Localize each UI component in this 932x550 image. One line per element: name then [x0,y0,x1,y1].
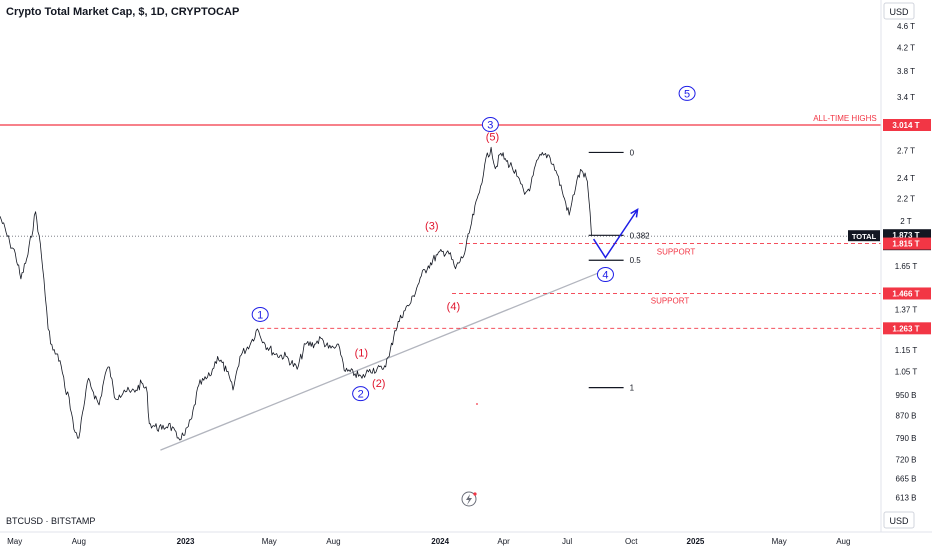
wave-label-red: (3) [425,221,438,233]
y-tick-label: 1.37 T [895,305,918,314]
x-tick-label: Aug [326,537,340,546]
lightning-bolt [466,494,472,505]
y-tick-label: 2 T [900,217,912,226]
fib-level-label: 0.382 [630,231,651,240]
fib-level-label: 0 [630,148,635,157]
y-tick-label: 613 B [896,493,917,502]
comparison-symbol-label: BTCUSD · BITSTAMP [6,516,95,526]
projection-path [592,209,639,259]
plot-area[interactable]: ALL-TIME HIGHS SUPPORT SUPPORT 0 0.382 0.51 … [0,85,881,507]
currency-button-top[interactable] [883,2,915,20]
x-tick-label: Jul [562,537,572,546]
x-tick-label: 2023 [177,537,195,546]
y-tick-label: 1.05 T [895,367,918,376]
x-tick-label: Aug [72,537,86,546]
stray-mark [476,403,478,405]
x-tick-label: 2024 [431,537,449,546]
wave-label-blue: 5 [684,88,690,100]
level-lines-layer: ALL-TIME HIGHS SUPPORT SUPPORT [0,114,881,329]
level-price-badge [883,287,931,300]
bottom-bar: BTCUSD · BITSTAMP USD [0,511,932,533]
symbol-tag [848,230,880,242]
x-tick-label: Oct [625,537,638,546]
wave-label-circle [596,266,614,282]
x-tick-label: May [772,537,787,546]
fib-level-label: 1 [630,384,635,393]
wave-label-red: (5) [486,131,499,143]
y-tick-label: 2.2 T [897,195,915,204]
wave-label-circle [352,386,370,402]
currency-button-bottom-label: USD [889,516,909,526]
wave-label-blue: 4 [602,269,608,281]
wave-label-circle [251,306,269,322]
misc-layer [461,403,478,507]
currency-button-top-label: USD [889,7,909,17]
x-tick-label: Apr [497,537,510,546]
x-tick-label: 2025 [687,537,705,546]
notification-dot [473,492,477,496]
y-tick-label: 4.2 T [897,43,915,52]
x-tick-label: May [7,537,22,546]
y-tick-label: 790 B [896,434,917,443]
level-annotation-text: SUPPORT [651,296,690,305]
y-tick-label: 950 B [896,391,917,400]
level-price-badge [883,322,931,335]
wave-label-circle [481,117,499,133]
y-tick-label: 2.7 T [897,147,915,156]
level-price-badge-label: 3.014 T [892,121,919,130]
chart-title: Crypto Total Market Cap, $, 1D, CRYPTOCA… [6,6,239,18]
wave-label-blue: 1 [257,309,263,321]
support-trendline [160,268,610,451]
y-tick-label: 3.8 T [897,67,915,76]
level-price-badge-label: 1.263 T [892,324,919,333]
wave-label-circle [678,85,696,101]
level-price-badge-label: 1.466 T [892,289,919,298]
trendline-layer [160,268,610,451]
y-tick-label: 3.4 T [897,93,915,102]
x-tick-label: May [262,537,277,546]
wave-label-blue: 2 [358,389,364,401]
projection-arrowhead [630,208,639,218]
x-tick-label: Aug [836,537,850,546]
y-tick-label: 720 B [896,456,917,465]
level-annotation-text: SUPPORT [657,248,696,257]
currency-button-bottom[interactable] [883,511,915,529]
level-price-badge [883,119,931,131]
wave-label-red: (2) [372,378,385,390]
y-tick-label: 1.15 T [895,346,918,355]
symbol-tag-label: TOTAL [852,232,877,241]
wave-labels-layer: 1 2 3 4 5 (1) (2) (3) (4) (5) [251,85,696,402]
level-price-badge-label: 1.815 T [892,240,919,249]
price-axis[interactable]: USD 4.6 T 4.2 T 3.8 T 3.4 T 2.7 T 2.4 T 2.2 T 2… [848,0,931,532]
wave-label-blue: 3 [487,120,493,132]
level-price-badge [883,237,931,250]
wave-label-red: (4) [447,301,460,313]
y-tick-label: 870 B [896,411,917,420]
fib-level-label: 0.5 [630,256,642,265]
y-tick-label: 2.4 T [897,174,915,183]
wave-label-red: (1) [355,347,368,359]
time-axis[interactable]: May Aug 2023 May Aug 2024 Apr Jul Oct 2025 May Aug [7,537,850,546]
y-tick-label: 1.65 T [895,262,918,271]
fib-levels-layer: 0 0.382 0.5 1 [588,148,651,393]
level-annotation-text: ALL-TIME HIGHS [813,114,877,123]
price-series-line [0,146,592,441]
price-series-layer [0,146,592,441]
last-price-badge-label: 1.873 T [892,231,919,240]
y-tick-label: 665 B [896,474,917,483]
projection-layer [592,208,639,259]
y-tick-label: 4.6 T [897,22,915,31]
